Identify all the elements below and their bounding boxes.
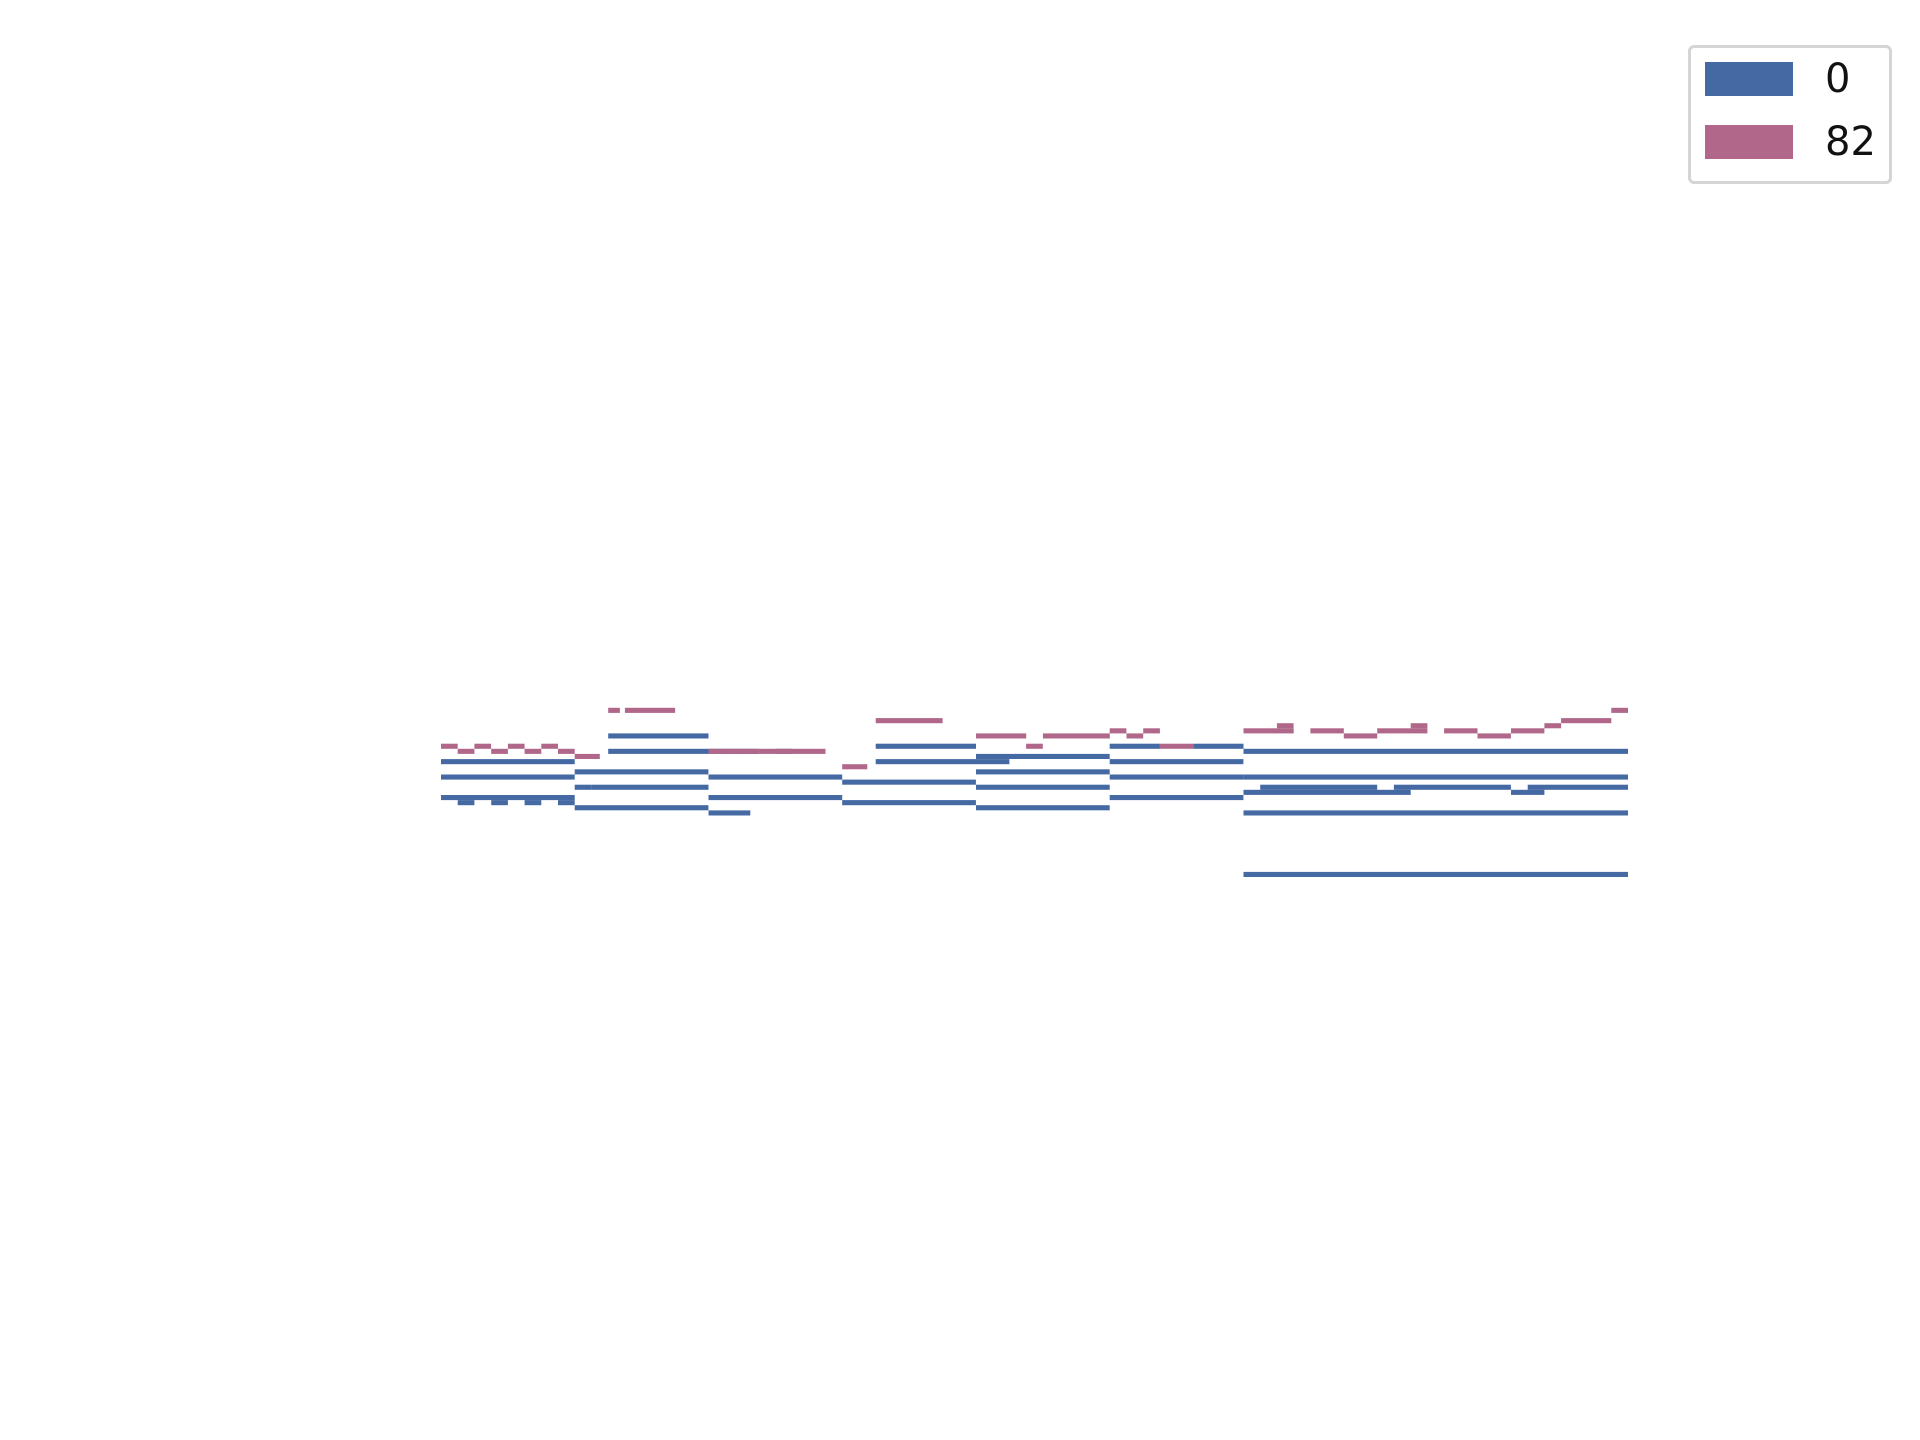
note-82-33 bbox=[1544, 723, 1562, 729]
note-0-32 bbox=[1243, 748, 1628, 754]
note-0-1 bbox=[441, 774, 575, 780]
note-0-12 bbox=[608, 748, 709, 754]
note-82-4 bbox=[507, 743, 525, 749]
note-82-31 bbox=[1477, 733, 1511, 739]
note-82-19 bbox=[1042, 733, 1110, 739]
note-0-39 bbox=[1511, 789, 1545, 795]
note-82-30 bbox=[1444, 728, 1478, 734]
note-0-11 bbox=[608, 733, 709, 739]
note-0-6 bbox=[558, 800, 575, 806]
legend-swatch-82 bbox=[1705, 125, 1793, 159]
note-82-22 bbox=[1143, 728, 1160, 734]
note-82-21 bbox=[1126, 733, 1144, 739]
note-82-32 bbox=[1511, 728, 1545, 734]
note-82-18 bbox=[1026, 743, 1043, 749]
note-82-17 bbox=[976, 733, 1027, 739]
note-82-0 bbox=[441, 743, 458, 749]
note-0-20 bbox=[842, 800, 976, 806]
note-0-13 bbox=[708, 774, 843, 780]
note-0-4 bbox=[491, 800, 508, 806]
note-0-28 bbox=[1109, 774, 1244, 780]
note-0-36 bbox=[1243, 789, 1411, 795]
legend-item-82: 82 bbox=[1705, 119, 1876, 165]
legend-label-0: 0 bbox=[1825, 56, 1851, 102]
note-0-35 bbox=[1243, 871, 1628, 877]
note-0-15 bbox=[708, 810, 751, 816]
note-82-15 bbox=[842, 764, 868, 770]
note-0-8 bbox=[574, 784, 592, 790]
note-82-10 bbox=[624, 707, 676, 713]
note-0-0 bbox=[441, 759, 575, 765]
note-82-12 bbox=[725, 748, 742, 754]
note-0-33 bbox=[1243, 774, 1628, 780]
note-0-34 bbox=[1243, 810, 1628, 816]
note-0-3 bbox=[457, 800, 475, 806]
note-0-9 bbox=[591, 784, 709, 790]
note-0-27 bbox=[1109, 759, 1244, 765]
note-0-5 bbox=[524, 800, 542, 806]
note-0-19 bbox=[842, 779, 976, 785]
note-82-24 bbox=[1243, 728, 1294, 734]
legend: 0 82 bbox=[1688, 45, 1892, 184]
note-82-6 bbox=[541, 743, 558, 749]
legend-swatch-0 bbox=[1705, 62, 1793, 96]
note-0-40 bbox=[1527, 784, 1628, 790]
note-0-38 bbox=[1393, 784, 1511, 790]
note-0-14 bbox=[708, 795, 843, 801]
note-0-22 bbox=[875, 759, 1010, 765]
legend-label-82: 82 bbox=[1825, 119, 1876, 165]
note-0-10 bbox=[574, 805, 709, 811]
note-0-31 bbox=[1193, 743, 1244, 749]
plot-area bbox=[441, 707, 1628, 877]
note-0-26 bbox=[976, 805, 1110, 811]
note-0-2 bbox=[441, 795, 575, 801]
note-82-35 bbox=[1611, 707, 1628, 713]
note-0-25 bbox=[976, 784, 1110, 790]
note-0-37 bbox=[1260, 784, 1378, 790]
note-0-23 bbox=[976, 753, 1110, 759]
note-82-23 bbox=[1159, 743, 1194, 749]
note-82-8 bbox=[574, 753, 600, 759]
note-82-11 bbox=[708, 748, 726, 754]
note-82-9 bbox=[608, 707, 620, 713]
note-82-29 bbox=[1410, 723, 1428, 729]
note-0-7 bbox=[574, 769, 709, 775]
note-82-3 bbox=[491, 748, 508, 754]
note-82-34 bbox=[1561, 718, 1612, 724]
legend-item-0: 0 bbox=[1705, 56, 1851, 102]
note-82-5 bbox=[524, 748, 542, 754]
note-82-27 bbox=[1343, 733, 1378, 739]
note-82-16 bbox=[875, 718, 943, 724]
note-0-30 bbox=[1109, 743, 1160, 749]
note-82-1 bbox=[457, 748, 475, 754]
note-0-21 bbox=[875, 743, 976, 749]
note-82-7 bbox=[558, 748, 575, 754]
note-82-26 bbox=[1310, 728, 1344, 734]
note-82-28 bbox=[1377, 728, 1428, 734]
note-82-13 bbox=[741, 748, 759, 754]
note-82-25 bbox=[1276, 723, 1294, 729]
note-0-29 bbox=[1109, 795, 1244, 801]
note-0-24 bbox=[976, 769, 1110, 775]
note-82-20 bbox=[1109, 728, 1127, 734]
note-82-14 bbox=[758, 748, 826, 754]
note-82-2 bbox=[474, 743, 492, 749]
